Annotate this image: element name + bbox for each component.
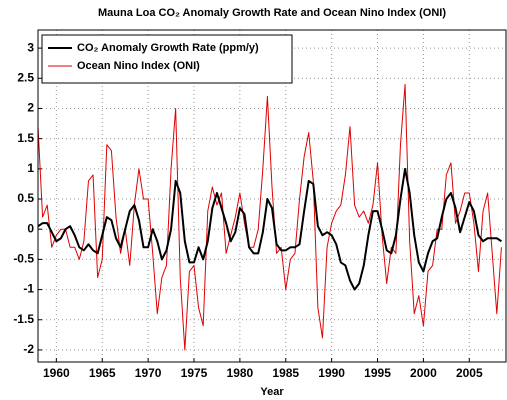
- y-tick-label: 0: [27, 221, 34, 235]
- y-tick-label: -1: [23, 282, 34, 296]
- y-tick-label: -2: [23, 342, 34, 356]
- y-tick-label: 0.5: [17, 191, 34, 205]
- x-tick-label: 1970: [135, 366, 162, 380]
- y-tick-label: 2: [27, 101, 34, 115]
- x-tick-label: 1965: [89, 366, 116, 380]
- x-tick-label: 1960: [43, 366, 70, 380]
- legend-label: CO₂ Anomaly Growth Rate (ppm/y): [77, 42, 259, 54]
- y-tick-label: -0.5: [13, 252, 34, 266]
- x-tick-label: 1995: [364, 366, 391, 380]
- x-tick-label: 2000: [410, 366, 437, 380]
- legend-box: [41, 34, 293, 84]
- y-tick-label: 2.5: [17, 70, 34, 84]
- plot-frame: [37, 29, 507, 363]
- y-tick-label: 1.5: [17, 131, 34, 145]
- y-tick-label: 3: [27, 40, 34, 54]
- x-tick-label: 1990: [318, 366, 345, 380]
- series-line: [38, 167, 502, 291]
- series-line: [38, 83, 502, 351]
- x-tick-label: 2005: [456, 366, 483, 380]
- x-tick-label: 1985: [272, 366, 299, 380]
- y-tick-label: 1: [27, 161, 34, 175]
- legend-label: Ocean Nino Index (ONI): [77, 60, 200, 72]
- y-tick-label: -1.5: [13, 312, 34, 326]
- x-axis-label: Year: [260, 386, 284, 398]
- x-tick-label: 1975: [181, 366, 208, 380]
- x-tick-label: 1980: [227, 366, 254, 380]
- chart-title: Mauna Loa CO₂ Anomaly Growth Rate and Oc…: [98, 7, 446, 19]
